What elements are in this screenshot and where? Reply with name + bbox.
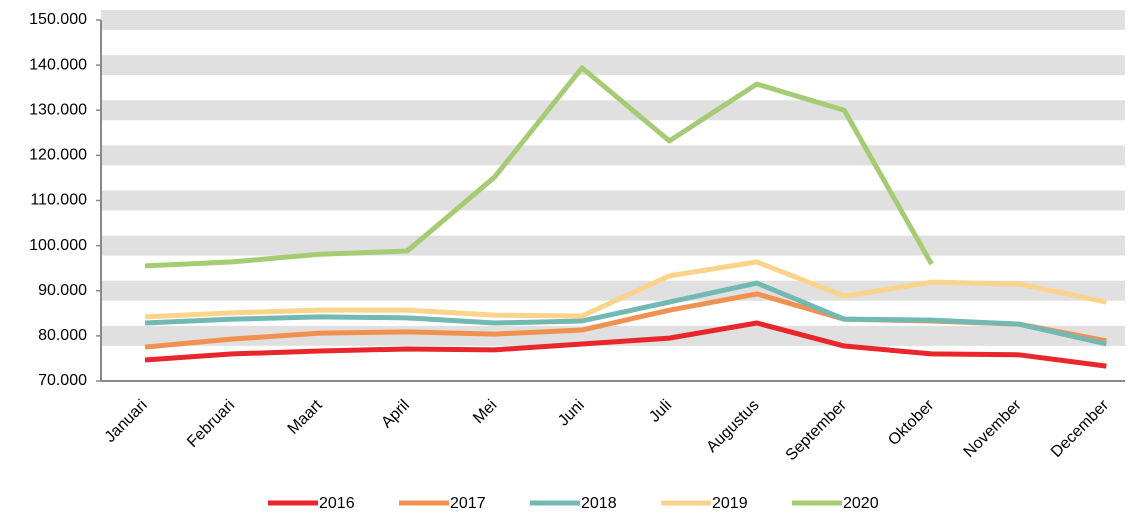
x-tick-label: Januari	[102, 397, 151, 446]
x-tick-label: December	[1048, 396, 1113, 461]
x-tick-label: Februari	[184, 397, 238, 451]
series-line	[144, 320, 1107, 369]
x-tick-label: Oktober	[885, 396, 938, 449]
y-tick-label: 130.000	[29, 101, 87, 118]
x-tick-label: Juli	[646, 397, 675, 426]
series-line	[144, 65, 934, 269]
x-tick-label: April	[378, 397, 413, 432]
y-tick-label: 80.000	[38, 327, 87, 344]
y-tick-label: 110.000	[30, 192, 87, 209]
legend-label: 2016	[319, 495, 355, 512]
series-line	[144, 259, 1107, 320]
y-tick-label: 150.000	[29, 11, 87, 28]
y-tick-label: 100.000	[29, 237, 87, 254]
legend-label: 2017	[450, 495, 486, 512]
x-tick-label: Juni	[555, 397, 588, 430]
y-tick-label: 140.000	[29, 56, 87, 73]
x-tick-label: Augustus	[703, 397, 762, 456]
series-line	[144, 280, 1107, 347]
x-tick-label: September	[783, 396, 851, 464]
x-tick-label: Maart	[285, 396, 326, 437]
y-tick-label: 90.000	[38, 282, 87, 299]
y-tick-label: 120.000	[29, 147, 87, 164]
x-tick-label: November	[961, 396, 1026, 461]
legend-label: 2020	[843, 495, 879, 512]
y-tick-label: 70.000	[38, 372, 87, 389]
legend-label: 2018	[581, 495, 617, 512]
x-tick-label: Mei	[470, 397, 500, 427]
legend-label: 2019	[712, 495, 748, 512]
